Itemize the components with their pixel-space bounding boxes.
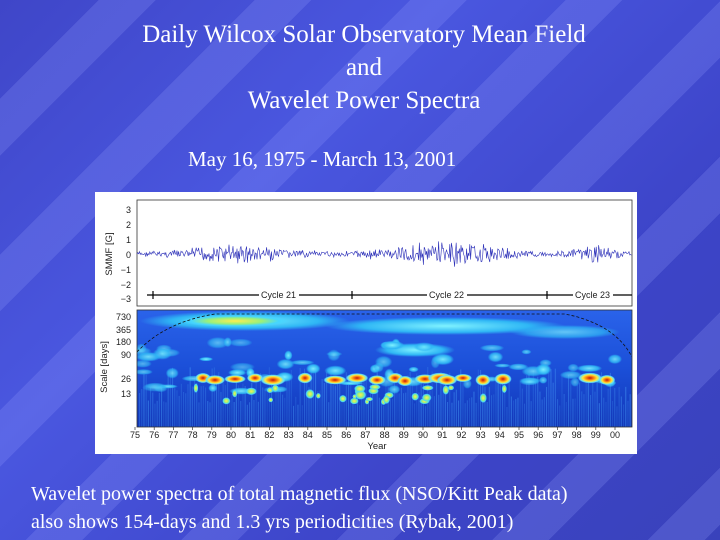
bottom-y-ticks: 730 365 180 90 26 13 [116,312,131,399]
bottom-ytick: 90 [121,350,131,360]
x-tick-label: 83 [284,430,294,440]
top-y-label: SMMF [G] [104,232,115,275]
x-tick-label: 86 [341,430,351,440]
x-tick-label: 88 [380,430,390,440]
top-ytick: 2 [126,220,131,230]
x-tick-label: 77 [168,430,178,440]
x-tick-label: 93 [476,430,486,440]
bottom-ytick: 365 [116,325,131,335]
x-tick-label: 92 [456,430,466,440]
top-ytick: 3 [126,205,131,215]
x-tick-label: 78 [188,430,198,440]
title-line-1: Daily Wilcox Solar Observatory Mean Fiel… [142,21,586,48]
bottom-ytick: 180 [116,337,131,347]
x-tick-label: 00 [610,430,620,440]
x-tick-label: 85 [322,430,332,440]
bottom-ytick: 730 [116,312,131,322]
x-axis-label: Year [367,441,386,452]
x-tick-label: 87 [360,430,370,440]
top-y-ticks: 3 2 1 0 −1 −2 −3 [121,205,131,304]
smmf-signal [136,241,632,267]
caption: Wavelet power spectra of total magnetic … [31,480,568,536]
x-tick-label: 99 [591,430,601,440]
x-tick-label: 98 [572,430,582,440]
x-tick-label: 80 [226,430,236,440]
caption-line-2: also shows 154-days and 1.3 yrs periodic… [31,511,514,533]
wavelet-spectrum [137,310,632,427]
date-range: May 16, 1975 - March 13, 2001 [188,147,457,171]
wavelet-figure-svg: Cycle 21 Cycle 22 Cycle 23 3 2 1 0 −1 −2… [99,199,633,452]
caption-line-1: Wavelet power spectra of total magnetic … [31,483,568,505]
title-line-2: and [345,54,383,81]
slide-title: Daily Wilcox Solar Observatory Mean Fiel… [0,18,720,117]
x-tick-label: 97 [552,430,562,440]
x-tick-label: 84 [303,430,313,440]
x-tick-label: 89 [399,430,409,440]
bottom-y-label: Scale [days] [99,341,110,393]
bottom-ytick: 26 [121,374,131,384]
x-tick-label: 96 [533,430,543,440]
top-ytick: −1 [121,265,131,275]
top-ytick: −2 [121,280,131,290]
x-tick-label: 76 [149,430,159,440]
top-panel-frame [136,199,633,307]
wavelet-figure: Cycle 21 Cycle 22 Cycle 23 3 2 1 0 −1 −2… [95,192,637,454]
x-tick-label: 82 [264,430,274,440]
cycle-23-label: Cycle 23 [575,290,610,300]
title-line-3: Wavelet Power Spectra [247,87,481,114]
top-ytick: 0 [126,250,131,260]
cycle-21-label: Cycle 21 [261,290,296,300]
bottom-ytick: 13 [121,389,131,399]
cycle-markers: Cycle 21 Cycle 22 Cycle 23 [147,289,632,300]
x-tick-label: 81 [245,430,255,440]
x-tick-label: 91 [437,430,447,440]
x-tick-label: 79 [207,430,217,440]
cycle-22-label: Cycle 22 [429,290,464,300]
top-ytick: 1 [126,235,131,245]
x-tick-label: 75 [130,430,140,440]
x-tick-label: 90 [418,430,428,440]
top-ytick: −3 [121,294,131,304]
x-tick-label: 95 [514,430,524,440]
x-tick-label: 94 [495,430,505,440]
x-ticks: 75 76 77 78 79 80 81 82 83 84 85 86 87 88 89 90 91 92 93 94… [130,427,620,440]
